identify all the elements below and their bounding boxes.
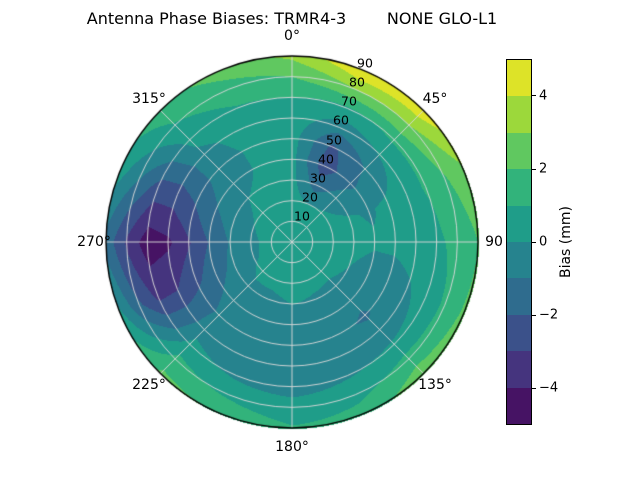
- colorbar-band: [507, 96, 531, 133]
- theta-label-90: 90: [485, 234, 503, 250]
- colorbar-band: [507, 132, 531, 170]
- colorbar-tick-label-2: 2: [539, 161, 548, 177]
- colorbar-axis-label: Bias (mm): [558, 205, 574, 279]
- theta-label-45: 45°: [422, 91, 448, 107]
- radial-label-60: 60: [333, 112, 349, 128]
- colorbar-tick-mark: [532, 388, 536, 389]
- colorbar-tick-label-neg2: −2: [539, 307, 559, 323]
- plot-title: Antenna Phase Biases: TRMR4-3 NONE GLO-L…: [86, 9, 498, 28]
- colorbar-band: [507, 351, 531, 388]
- colorbar-band: [507, 169, 531, 206]
- colorbar-tick-label-0: 0: [539, 234, 548, 250]
- theta-label-270: 270°: [77, 234, 111, 250]
- colorbar-band: [507, 314, 531, 352]
- colorbar-tick-mark: [532, 242, 536, 243]
- theta-label-180: 180°: [275, 439, 309, 455]
- colorbar-band: [507, 387, 531, 425]
- theta-label-315: 315°: [132, 91, 166, 107]
- radial-label-80: 80: [349, 74, 365, 90]
- radial-label-30: 30: [310, 170, 326, 186]
- colorbar-tick-mark: [532, 169, 536, 170]
- colorbar-band: [507, 278, 531, 315]
- colorbar-tick-mark: [532, 95, 536, 96]
- radial-label-20: 20: [302, 189, 318, 205]
- colorbar-tick-label-neg4: −4: [539, 380, 559, 396]
- radial-label-90: 90: [357, 55, 373, 71]
- radial-label-10: 10: [294, 208, 310, 224]
- colorbar-tick-mark: [532, 315, 536, 316]
- colorbar-band: [507, 242, 531, 279]
- colorbar-band: [507, 205, 531, 243]
- theta-label-0: 0°: [284, 28, 300, 44]
- colorbar-band: [507, 60, 531, 97]
- colorbar: [506, 59, 532, 425]
- radial-label-50: 50: [326, 132, 342, 148]
- radial-label-40: 40: [318, 151, 334, 167]
- colorbar-tick-label-4: 4: [539, 88, 548, 104]
- radial-label-70: 70: [341, 93, 357, 109]
- theta-label-225: 225°: [132, 377, 166, 393]
- theta-label-135: 135°: [418, 377, 452, 393]
